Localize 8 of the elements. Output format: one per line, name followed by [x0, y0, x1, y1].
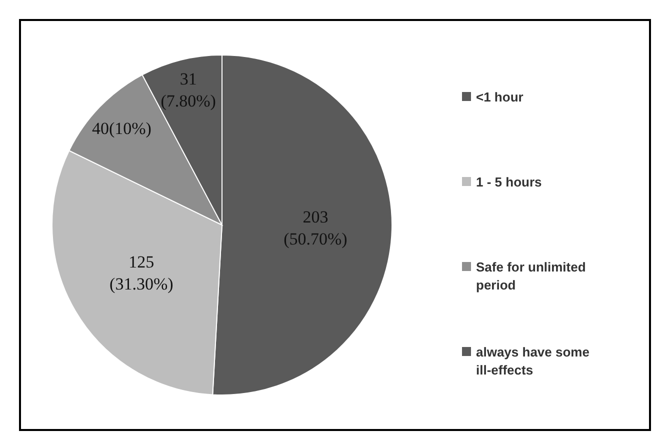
legend-label: 1 - 5 hours: [476, 174, 542, 190]
legend-label: Safe for unlimited period: [476, 260, 586, 293]
data-label: 125 (31.30%): [110, 252, 174, 294]
data-label: 203 (50.70%): [284, 208, 348, 249]
legend-label: <1 hour: [476, 90, 524, 105]
data-label: 31 (7.80%): [160, 70, 216, 111]
legend-label: always have some ill-effects: [476, 344, 590, 378]
data-label: 40(10%): [92, 119, 152, 138]
